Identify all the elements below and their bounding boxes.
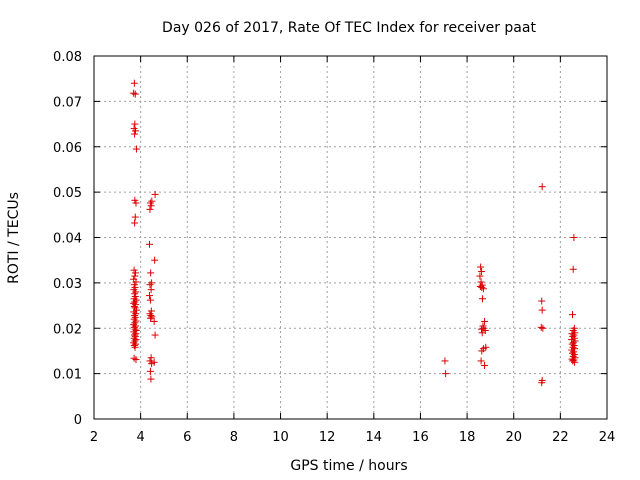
x-tick-label: 20 bbox=[505, 430, 522, 445]
data-point bbox=[130, 79, 138, 87]
data-point bbox=[477, 278, 485, 286]
data-point bbox=[132, 145, 140, 153]
data-point bbox=[442, 370, 450, 378]
data-point bbox=[476, 272, 484, 280]
data-point bbox=[569, 332, 577, 340]
data-point bbox=[151, 256, 159, 264]
data-point bbox=[538, 297, 546, 305]
data-point bbox=[441, 357, 449, 365]
data-point bbox=[131, 130, 139, 138]
data-point bbox=[150, 317, 158, 325]
data-point bbox=[130, 341, 138, 349]
data-point bbox=[146, 205, 154, 213]
data-point bbox=[146, 314, 154, 322]
data-point bbox=[132, 269, 140, 277]
x-tick-label: 2 bbox=[90, 430, 98, 445]
data-point bbox=[539, 324, 547, 332]
data-point bbox=[538, 183, 546, 191]
x-tick-label: 18 bbox=[459, 430, 476, 445]
data-point bbox=[151, 190, 159, 198]
data-point bbox=[478, 268, 486, 276]
data-point bbox=[478, 325, 486, 333]
data-point bbox=[151, 331, 159, 339]
chart-title: Day 026 of 2017, Rate Of TEC Index for r… bbox=[162, 20, 536, 36]
data-point bbox=[147, 375, 155, 383]
data-point bbox=[145, 292, 153, 300]
x-tick-label: 10 bbox=[272, 430, 289, 445]
data-point bbox=[131, 90, 139, 98]
data-point bbox=[538, 379, 546, 387]
data-point bbox=[568, 311, 576, 319]
x-tick-label: 14 bbox=[366, 430, 383, 445]
data-point bbox=[478, 347, 486, 355]
ticks: 2 4 6 8 10 12 14 16 18 20 22 2400.010.020.030.040.0… bbox=[53, 50, 615, 445]
y-tick-label: 0 bbox=[74, 413, 82, 428]
y-tick-label: 0.01 bbox=[53, 368, 82, 383]
data-point bbox=[481, 317, 489, 325]
x-tick-label: 4 bbox=[136, 430, 144, 445]
data-point bbox=[145, 240, 153, 248]
y-tick-label: 0.06 bbox=[53, 141, 82, 156]
x-tick-label: 24 bbox=[599, 430, 616, 445]
data-point bbox=[147, 286, 155, 294]
x-tick-label: 6 bbox=[183, 430, 191, 445]
data-point bbox=[537, 323, 545, 331]
data-point bbox=[131, 213, 139, 221]
x-tick-label: 22 bbox=[552, 430, 569, 445]
data-point bbox=[477, 357, 485, 365]
x-tick-label: 16 bbox=[412, 430, 429, 445]
data-point bbox=[130, 89, 138, 97]
data-point bbox=[481, 361, 489, 369]
data-point bbox=[148, 197, 156, 205]
data-point bbox=[146, 367, 154, 375]
data-point bbox=[131, 219, 139, 227]
data-point bbox=[147, 202, 155, 210]
data-point bbox=[132, 127, 140, 135]
data-point bbox=[477, 263, 485, 271]
y-tick-label: 0.04 bbox=[53, 232, 82, 247]
data-point bbox=[150, 358, 158, 366]
y-tick-label: 0.03 bbox=[53, 277, 82, 292]
data-point bbox=[570, 234, 578, 241]
data-points bbox=[130, 79, 579, 387]
data-point bbox=[478, 283, 486, 291]
y-tick-label: 0.07 bbox=[53, 95, 82, 110]
data-point bbox=[146, 296, 154, 304]
data-point bbox=[148, 313, 156, 321]
data-point bbox=[538, 306, 546, 314]
y-tick-label: 0.02 bbox=[53, 322, 82, 337]
y-tick-label: 0.05 bbox=[53, 186, 82, 201]
data-point bbox=[569, 265, 577, 273]
grid bbox=[94, 56, 607, 419]
data-point bbox=[147, 354, 155, 362]
x-tick-label: 12 bbox=[319, 430, 336, 445]
x-axis-label: GPS time / hours bbox=[290, 458, 407, 474]
data-point bbox=[131, 343, 139, 351]
data-point bbox=[131, 272, 139, 280]
data-point bbox=[132, 356, 140, 364]
x-tick-label: 8 bbox=[230, 430, 238, 445]
data-point bbox=[146, 281, 154, 289]
data-point bbox=[148, 279, 156, 287]
data-point bbox=[147, 269, 155, 277]
data-point bbox=[132, 199, 140, 207]
data-point bbox=[478, 295, 486, 303]
data-point bbox=[479, 285, 487, 293]
y-tick-label: 0.08 bbox=[53, 50, 82, 65]
data-point bbox=[478, 329, 486, 337]
y-axis-label: ROTI / TECUs bbox=[6, 192, 22, 284]
data-point bbox=[571, 358, 579, 366]
data-point bbox=[131, 120, 139, 128]
